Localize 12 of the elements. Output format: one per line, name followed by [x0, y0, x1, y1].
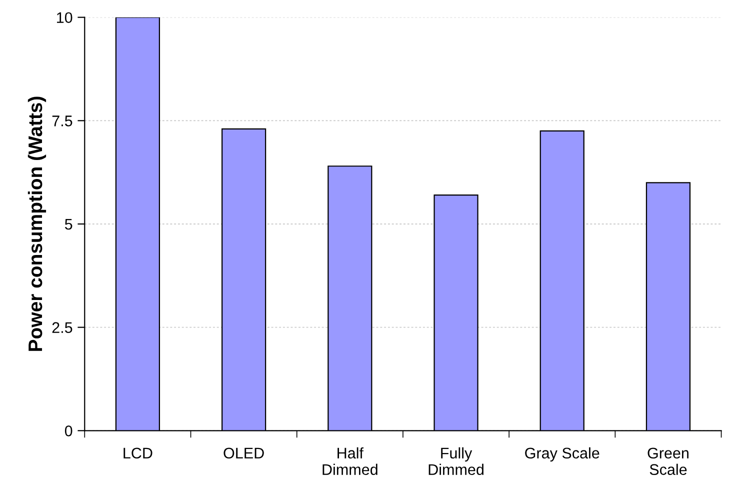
x-tick-label: Gray Scale — [525, 447, 600, 462]
y-axis-title: Power consumption (Watts) — [28, 96, 46, 351]
x-tick-label: Green Scale — [648, 448, 688, 475]
x-tick-label: Fully Dimmed — [428, 447, 484, 475]
y-tick-label: 10 — [57, 12, 72, 24]
x-tick-label: OLED — [224, 448, 264, 459]
y-tick-label: 5 — [64, 219, 72, 230]
x-tick-label: Half Dimmed — [322, 447, 378, 475]
x-tick-label: LCD — [124, 448, 152, 459]
y-tick-label: 7.5 — [52, 116, 72, 126]
y-tick-label: 2.5 — [52, 322, 72, 334]
y-tick-label: 0 — [64, 426, 72, 436]
